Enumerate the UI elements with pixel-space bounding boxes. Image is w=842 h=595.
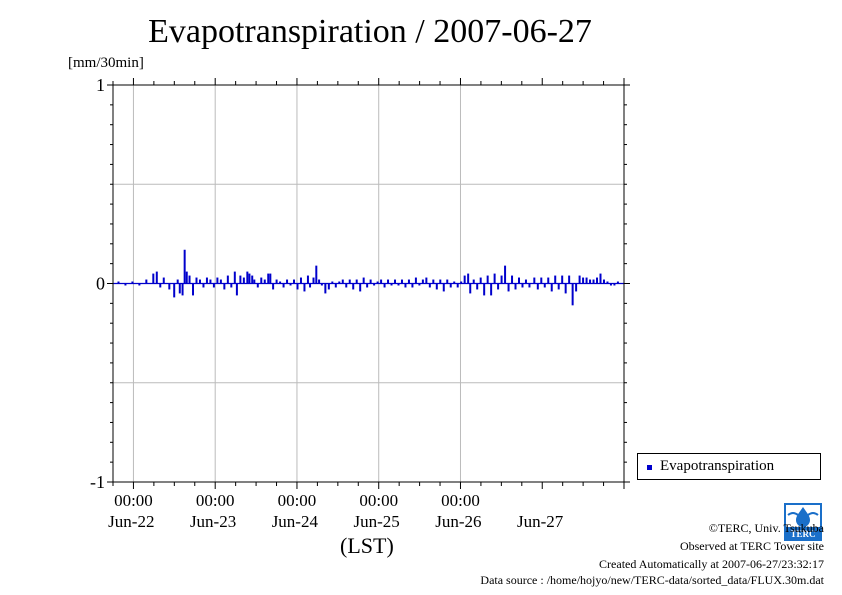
x-tick-day-5: Jun-27 bbox=[517, 512, 564, 531]
x-tick-day-2: Jun-24 bbox=[272, 512, 319, 531]
logo-text: TERC bbox=[790, 529, 815, 539]
y-tick-label-1: 0 bbox=[96, 274, 105, 294]
credit-copyright: ©TERC, Univ. Tsukuba bbox=[708, 521, 824, 535]
legend: Evapotranspiration bbox=[637, 453, 821, 480]
credit-created: Created Automatically at 2007-06-27/23:3… bbox=[599, 557, 824, 571]
x-axis-label: (LST) bbox=[340, 533, 394, 558]
legend-label-evapotranspiration: Evapotranspiration bbox=[660, 458, 775, 474]
x-tick-day-0: Jun-22 bbox=[108, 512, 154, 531]
y-tick-label-2: -1 bbox=[90, 472, 105, 492]
x-tick-time-1: 00:00 bbox=[196, 491, 235, 510]
chart-title: Evapotranspiration / 2007-06-27 bbox=[148, 13, 592, 50]
x-tick-time-3: 00:00 bbox=[359, 491, 398, 510]
credit-observed: Observed at TERC Tower site bbox=[679, 539, 824, 553]
legend-swatch bbox=[647, 465, 652, 470]
x-tick-time-0: 00:00 bbox=[114, 491, 153, 510]
terc-logo: TERC bbox=[784, 503, 822, 541]
x-tick-day-3: Jun-25 bbox=[353, 512, 399, 531]
x-tick-day-1: Jun-23 bbox=[190, 512, 236, 531]
x-tick-time-2: 00:00 bbox=[278, 491, 317, 510]
y-tick-label-0: 1 bbox=[96, 75, 105, 95]
y-axis-label: [mm/30min] bbox=[68, 55, 144, 71]
x-tick-time-4: 00:00 bbox=[441, 491, 480, 510]
x-tick-day-4: Jun-26 bbox=[435, 512, 481, 531]
credit-source: Data source : /home/hojyo/new/TERC-data/… bbox=[480, 573, 824, 587]
